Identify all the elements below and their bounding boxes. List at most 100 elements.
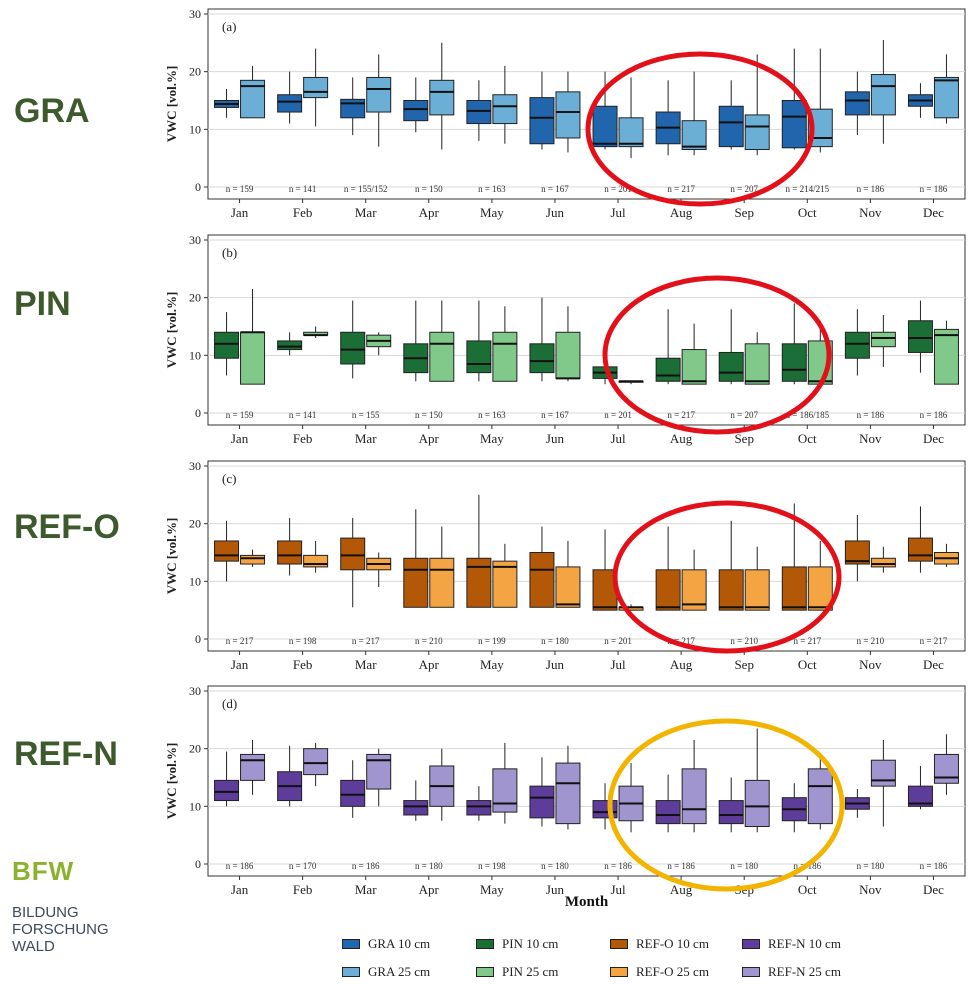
site-label-gra: GRA [14,92,90,130]
box [592,105,618,148]
n-label: n = 186 [920,861,948,871]
y-tick-label: 20 [189,65,201,79]
x-tick-label: Apr [419,657,440,672]
box [870,74,896,116]
legend-item: REF-O 25 cm [610,964,709,980]
x-tick-label: Aug [670,205,693,220]
x-tick-label: May [480,205,504,220]
n-label: n = 201 [604,184,632,194]
box [744,343,770,385]
n-label: n = 199 [478,636,506,646]
n-label: n = 180 [857,861,885,871]
x-tick-label: Mar [355,431,377,446]
box [303,76,329,99]
box [303,554,329,568]
box [718,105,744,148]
x-tick-label: May [480,882,504,897]
plot-frame [207,8,966,200]
n-label: n = 217 [920,636,948,646]
legend-swatch [742,967,760,977]
legend-swatch [342,967,360,977]
x-tick-label: Oct [798,205,817,220]
box [240,753,266,781]
n-label: n = 210 [730,636,758,646]
x-tick-label: Apr [419,882,440,897]
y-tick-label: 20 [189,742,201,756]
x-tick-label: Oct [798,882,817,897]
n-label: n = 163 [478,410,506,420]
x-tick-label: Jun [546,205,565,220]
box [303,748,329,776]
legend-item: REF-N 10 cm [742,936,841,952]
legend-label: REF-O 10 cm [636,936,709,951]
box [681,349,707,385]
legend-item: PIN 25 cm [476,964,558,980]
box [907,320,933,353]
n-label: n = 163 [478,184,506,194]
n-label: n = 180 [730,861,758,871]
box [429,557,455,608]
n-label: n = 217 [352,636,380,646]
chart-legend: GRA 10 cm GRA 25 cm PIN 10 cm PIN 25 cm REF-… [342,932,862,986]
n-label: n = 217 [667,636,695,646]
legend-label: PIN 25 cm [502,964,559,979]
legend-label: REF-N 10 cm [768,936,841,951]
y-axis-label: VWC [vol.%] [164,518,179,595]
box [429,331,455,382]
x-axis-title: Month [565,894,609,910]
x-tick-label: Aug [670,657,693,672]
box [214,540,240,562]
plot-frame [207,460,966,652]
n-label: n = 180 [541,636,569,646]
n-label: n = 180 [541,861,569,871]
x-tick-label: Oct [798,431,817,446]
box [870,557,896,568]
box [277,94,303,113]
x-tick-label: Jan [231,882,249,897]
x-tick-label: Dec [923,431,944,446]
n-label: n = 217 [794,636,822,646]
n-label: n = 167 [541,184,569,194]
box [618,117,644,148]
bfw-logo: BFW BILDUNG FORSCHUNG WALD [12,858,109,955]
n-label: n = 141 [289,184,317,194]
n-label: n = 186/185 [786,410,830,420]
box [403,557,429,608]
x-tick-label: Dec [923,205,944,220]
x-tick-label: Dec [923,882,944,897]
box [466,340,492,374]
x-tick-label: Sep [734,657,754,672]
x-tick-label: Nov [859,431,882,446]
legend-label: GRA 25 cm [368,964,431,979]
box [466,557,492,608]
x-tick-label: Feb [293,657,313,672]
box [466,800,492,816]
x-tick-label: Mar [355,205,377,220]
box [907,537,933,562]
highlight-ellipse [585,51,815,207]
n-label: n = 186 [857,410,885,420]
box [240,554,266,565]
legend-label: PIN 10 cm [502,936,559,951]
y-tick-label: 0 [195,406,201,420]
box [744,779,770,828]
x-tick-label: Sep [734,431,754,446]
n-label: n = 207 [730,410,758,420]
highlight-ellipse [607,718,845,892]
box [744,569,770,611]
highlight-ellipse [612,500,842,654]
box [555,91,581,139]
n-label: n = 201 [604,410,632,420]
site-label-ref-o: REF-O [14,508,120,546]
y-tick-label: 10 [189,122,201,136]
legend-item: PIN 10 cm [476,936,558,952]
box [277,340,303,351]
y-tick-label: 30 [189,7,201,21]
x-tick-label: May [480,431,504,446]
n-label: n = 186 [352,861,380,871]
n-label: n = 167 [541,410,569,420]
n-label: n = 214/215 [786,184,830,194]
x-tick-label: Jul [610,882,626,897]
box [807,566,833,611]
x-tick-label: Apr [419,205,440,220]
